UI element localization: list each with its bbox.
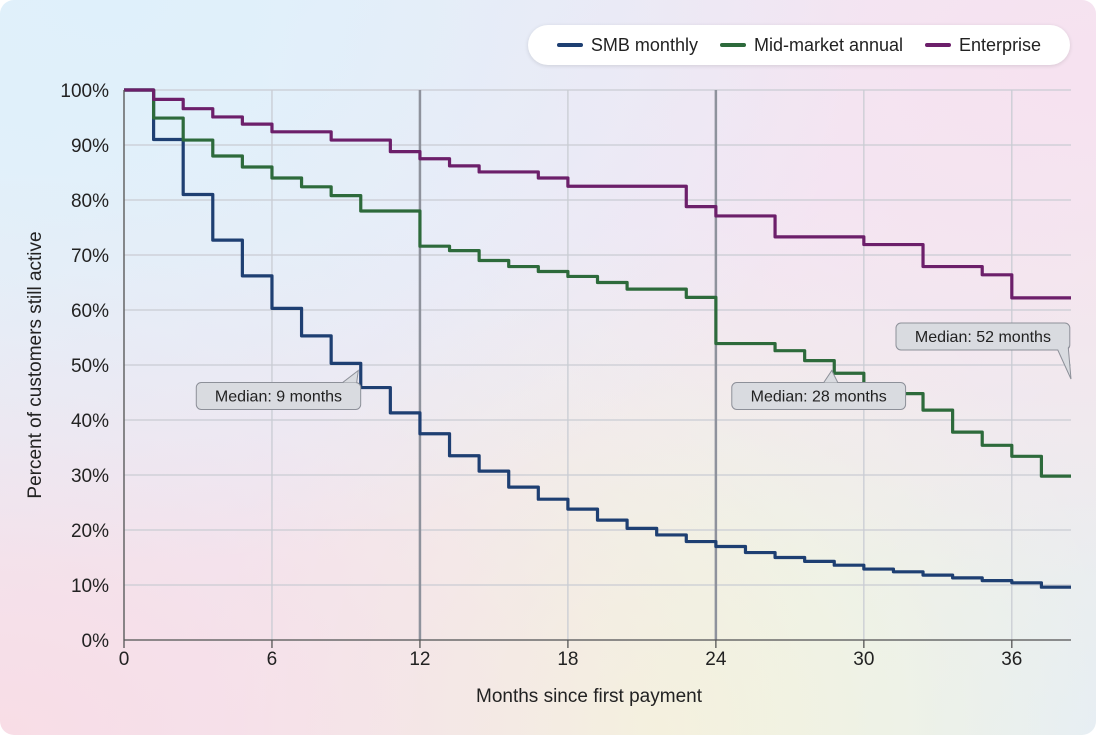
legend-swatch	[556, 43, 583, 47]
x-tick-label: 30	[853, 649, 874, 670]
x-tick-label: 36	[1001, 649, 1022, 670]
median-callout: Median: 28 months	[731, 369, 907, 410]
callout-text: Median: 9 months	[215, 389, 342, 406]
x-tick-label: 6	[267, 649, 278, 670]
callout-pointer	[342, 369, 359, 383]
y-tick-label: 60%	[71, 301, 109, 322]
x-tick-label: 18	[557, 649, 578, 670]
callout-fill	[732, 383, 905, 409]
callout-text: Median: 28 months	[751, 389, 887, 406]
x-tick-label: 12	[409, 649, 430, 670]
y-tick-label: 80%	[71, 191, 109, 212]
median-callout: Median: 9 months	[195, 369, 362, 410]
series-line-smb-monthly	[124, 88, 1071, 589]
legend-item-smb: SMB monthly	[556, 34, 698, 56]
y-tick-label: 40%	[71, 411, 109, 432]
legend-label: Mid-market annual	[753, 34, 904, 55]
x-axis-label: Months since first payment	[476, 686, 703, 707]
legend-swatch	[719, 43, 746, 47]
x-tick-label: 24	[705, 649, 727, 670]
callout-pointer	[1057, 341, 1072, 380]
callout-pointer	[823, 369, 839, 383]
y-tick-label: 0%	[82, 631, 110, 652]
y-tick-label: 10%	[71, 576, 109, 597]
series-line-mid-market-annual	[124, 88, 1071, 478]
legend-item-mid-market: Mid-market annual	[719, 34, 904, 56]
y-tick-label: 30%	[71, 466, 109, 487]
y-axis-label: Percent of customers still active	[25, 231, 46, 498]
legend-item-enterprise: Enterprise	[925, 35, 1041, 56]
median-callout: Median: 52 months	[895, 322, 1072, 380]
y-tick-label: 100%	[60, 81, 109, 102]
legend-label: SMB monthly	[590, 34, 698, 55]
y-tick-label: 20%	[71, 521, 109, 542]
series-line-enterprise	[124, 88, 1071, 300]
callout-fill	[197, 383, 360, 409]
x-tick-label: 0	[119, 649, 130, 670]
callout-fill	[897, 324, 1069, 349]
y-tick-label: 70%	[71, 246, 109, 267]
y-tick-label: 50%	[71, 356, 109, 377]
legend-swatch	[925, 43, 952, 47]
callout-text: Median: 52 months	[915, 329, 1051, 346]
legend: SMB monthly Mid-market annual Enterprise	[528, 25, 1070, 65]
y-tick-label: 90%	[71, 136, 109, 157]
legend-label: Enterprise	[959, 34, 1042, 55]
